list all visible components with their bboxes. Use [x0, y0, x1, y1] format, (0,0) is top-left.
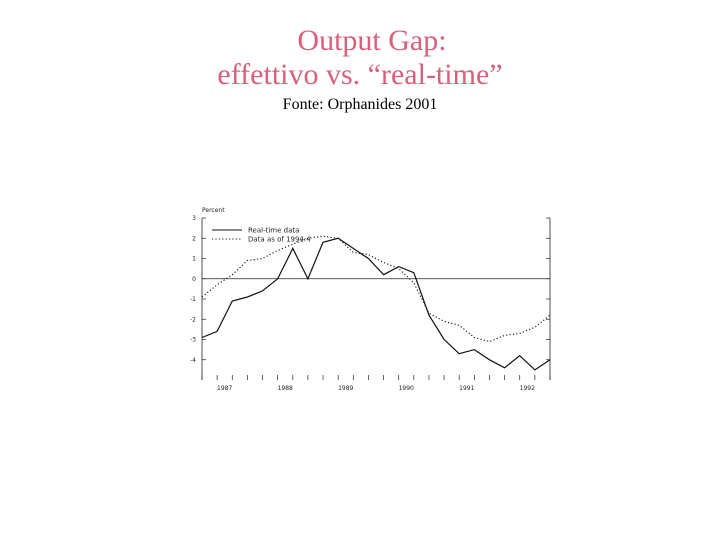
x-tick-label: 1989 [338, 385, 353, 392]
y-tick-label: 3 [192, 215, 196, 222]
x-tick-label: 1987 [217, 385, 232, 392]
y-tick-label: 2 [192, 235, 196, 242]
source-caption: Fonte: Orphanides 2001 [282, 96, 438, 113]
x-tick-label: 1992 [520, 385, 535, 392]
y-tick-label: -3 [190, 337, 196, 344]
series-line-revised [201, 235, 551, 343]
y-tick-label: 1 [192, 256, 196, 263]
series-line-realtime [201, 237, 551, 371]
y-tick-label: -4 [190, 357, 196, 364]
slide-title-line-1: Output Gap: [297, 24, 447, 57]
y-tick-layer: 3 2 1 0 -1 -2 -3 -4 [190, 215, 550, 364]
y-tick-label: -2 [190, 316, 196, 323]
series-layer [201, 235, 551, 371]
legend-label: Data as of 1994:4 [248, 236, 311, 244]
x-tick-label: 1990 [399, 385, 414, 392]
legend-label: Real-time data [248, 227, 299, 235]
y-tick-label: 0 [192, 276, 196, 283]
x-tick-label: 1988 [278, 385, 293, 392]
slide-title-line-2: effettivo vs. “real-time” [217, 58, 503, 91]
y-tick-label: -1 [190, 296, 196, 303]
x-tick-label: 1991 [459, 385, 474, 392]
y-axis-unit-label: Percent [202, 207, 225, 214]
x-tick-layer: 1987 1988 1989 1990 1991 1992 [201, 375, 551, 392]
output-gap-chart: 3 2 1 0 -1 -2 -3 -4 1987 1988 1989 1990 1991 1992 Re… [190, 207, 551, 392]
